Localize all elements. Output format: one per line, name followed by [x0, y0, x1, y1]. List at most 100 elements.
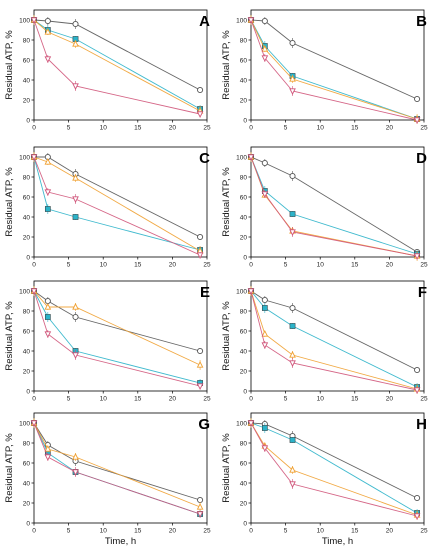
data-point-control — [289, 172, 296, 180]
data-point-pink — [413, 513, 421, 521]
data-point-control — [414, 366, 421, 374]
data-point-control — [44, 17, 51, 25]
x-axis-label: Time, h — [322, 536, 353, 547]
data-point-pink — [289, 481, 296, 489]
y-tick-label: 80 — [23, 308, 31, 315]
data-point-control — [197, 233, 204, 241]
x-tick-label: 10 — [100, 528, 108, 535]
data-point-control — [261, 296, 268, 304]
series-line-orange — [250, 156, 418, 257]
x-tick-label: 5 — [67, 528, 71, 535]
series-line-pink — [33, 19, 201, 115]
panel-label: H — [416, 416, 427, 433]
data-point-cyan — [44, 314, 51, 320]
data-point-orange — [44, 444, 52, 452]
panel-label: B — [416, 13, 427, 30]
data-point-pink — [72, 196, 79, 204]
data-point-pink — [261, 191, 269, 199]
y-tick-label: 60 — [240, 194, 248, 201]
data-point-orange — [196, 360, 204, 368]
y-tick-label: 100 — [236, 288, 247, 295]
data-point-pink — [196, 383, 204, 391]
x-tick-label: 0 — [249, 125, 253, 132]
x-tick-label: 10 — [100, 262, 108, 269]
series-line-control — [250, 290, 418, 371]
y-tick-label: 0 — [243, 117, 247, 124]
x-tick-label: 25 — [420, 125, 428, 132]
data-point-pink — [72, 352, 79, 360]
data-point-orange — [44, 27, 52, 35]
x-tick-label: 10 — [317, 528, 325, 535]
data-point-control — [197, 347, 204, 355]
y-tick-label: 60 — [23, 194, 31, 201]
x-tick-label: 20 — [169, 125, 177, 132]
x-tick-label: 10 — [100, 396, 108, 403]
y-tick-label: 0 — [26, 254, 30, 261]
data-point-pink — [289, 229, 296, 237]
x-tick-label: 10 — [100, 125, 108, 132]
data-point-pink — [289, 88, 296, 96]
series-line-control — [33, 422, 201, 501]
data-point-control — [261, 17, 268, 25]
y-tick-label: 60 — [240, 328, 248, 335]
series-line-cyan — [33, 290, 201, 384]
y-tick-label: 60 — [23, 328, 31, 335]
series-line-orange — [250, 19, 418, 120]
x-tick-label: 5 — [284, 396, 288, 403]
data-point-pink — [413, 253, 421, 261]
series-line-control — [33, 19, 201, 91]
y-axis-label: Residual ATP, % — [4, 30, 15, 100]
plot-frame — [33, 146, 208, 258]
y-tick-label: 20 — [23, 234, 31, 241]
x-tick-label: 25 — [203, 396, 211, 403]
plot-frame — [33, 9, 208, 121]
data-point-orange — [72, 302, 79, 310]
x-tick-label: 25 — [203, 528, 211, 535]
x-tick-label: 25 — [420, 262, 428, 269]
y-tick-label: 100 — [236, 420, 247, 427]
data-point-control — [197, 86, 204, 94]
y-axis-label: Residual ATP, % — [221, 433, 232, 503]
y-tick-label: 0 — [243, 254, 247, 261]
data-point-pink — [247, 17, 255, 25]
y-axis-label: Residual ATP, % — [4, 167, 15, 237]
x-tick-label: 5 — [67, 396, 71, 403]
x-tick-label: 10 — [317, 262, 325, 269]
data-point-cyan — [261, 425, 268, 431]
plot-frame — [250, 9, 425, 121]
x-tick-label: 5 — [284, 528, 288, 535]
series-line-cyan — [33, 19, 201, 110]
y-tick-label: 80 — [240, 174, 248, 181]
series-line-cyan — [33, 156, 201, 251]
data-point-pink — [30, 17, 38, 25]
y-tick-label: 20 — [23, 97, 31, 104]
series-line-control — [250, 156, 418, 253]
data-point-pink — [247, 154, 255, 162]
series-line-pink — [33, 290, 201, 387]
y-tick-label: 40 — [23, 214, 31, 221]
y-axis-label: Residual ATP, % — [221, 167, 232, 237]
data-point-pink — [413, 387, 421, 395]
y-tick-label: 40 — [23, 348, 31, 355]
data-point-pink — [196, 111, 204, 119]
data-point-orange — [72, 173, 79, 181]
data-point-orange — [261, 44, 269, 52]
x-tick-label: 25 — [203, 262, 211, 269]
x-tick-label: 20 — [386, 125, 394, 132]
data-point-pink — [30, 288, 38, 296]
data-point-orange — [44, 302, 52, 310]
data-point-pink — [261, 445, 269, 453]
data-point-orange — [261, 329, 269, 337]
x-tick-label: 0 — [32, 528, 36, 535]
series-line-pink — [33, 422, 201, 515]
y-tick-label: 80 — [240, 37, 248, 44]
y-tick-label: 60 — [240, 460, 248, 467]
x-tick-label: 10 — [317, 396, 325, 403]
plot-frame — [250, 412, 425, 524]
x-tick-label: 15 — [351, 396, 359, 403]
data-point-cyan — [44, 206, 51, 212]
plot-frame — [250, 280, 425, 392]
data-point-pink — [289, 360, 296, 368]
series-line-control — [33, 290, 201, 352]
